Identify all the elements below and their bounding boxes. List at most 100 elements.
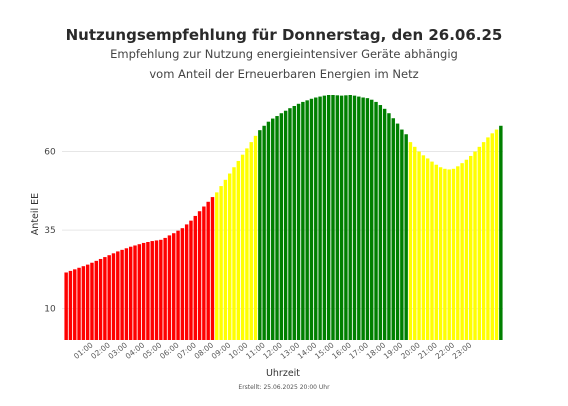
y-axis-ticks: 10 35 60 bbox=[44, 148, 56, 315]
bar bbox=[473, 151, 477, 340]
bar bbox=[219, 186, 223, 340]
bar bbox=[271, 118, 275, 340]
bar bbox=[344, 95, 348, 340]
y-tick-label: 35 bbox=[44, 226, 55, 236]
bar bbox=[494, 129, 499, 340]
bar bbox=[73, 269, 77, 340]
bar bbox=[288, 108, 292, 340]
bar bbox=[421, 155, 426, 340]
bar bbox=[382, 108, 387, 340]
bar bbox=[227, 173, 232, 340]
bar bbox=[318, 96, 322, 340]
bar bbox=[469, 155, 473, 340]
bar bbox=[236, 160, 241, 340]
bar bbox=[499, 125, 503, 340]
bar bbox=[335, 95, 340, 340]
bar bbox=[94, 260, 98, 340]
bar bbox=[98, 258, 103, 340]
bar bbox=[430, 161, 434, 340]
bar bbox=[404, 134, 408, 340]
bar bbox=[296, 103, 301, 340]
y-tick-label: 10 bbox=[44, 305, 56, 315]
bar bbox=[348, 95, 352, 340]
bar bbox=[378, 105, 383, 340]
bar bbox=[176, 230, 180, 340]
bar bbox=[331, 95, 335, 340]
bar bbox=[456, 166, 460, 340]
bar bbox=[408, 142, 413, 340]
bar bbox=[128, 246, 133, 340]
bar bbox=[301, 101, 305, 340]
bar bbox=[447, 169, 451, 340]
bars bbox=[64, 95, 503, 341]
bar bbox=[391, 118, 395, 341]
bar bbox=[387, 113, 391, 340]
bar bbox=[266, 121, 271, 340]
bar bbox=[352, 95, 357, 340]
bar bbox=[451, 168, 456, 340]
bar bbox=[107, 255, 111, 340]
bar bbox=[322, 95, 327, 340]
bar bbox=[438, 167, 443, 340]
chart-subtitle-line-1: Empfehlung zur Nutzung energieintensiver… bbox=[110, 47, 458, 61]
bar bbox=[223, 179, 228, 340]
bar bbox=[141, 242, 146, 340]
bar bbox=[124, 248, 129, 340]
bar bbox=[400, 129, 404, 340]
bar bbox=[249, 142, 253, 340]
bar bbox=[111, 253, 116, 340]
bar bbox=[137, 244, 142, 340]
bar bbox=[395, 123, 400, 340]
bar bbox=[443, 168, 447, 340]
bar bbox=[279, 113, 284, 340]
x-axis-ticks: 01:0002:0003:0004:0005:0006:0007:0008:00… bbox=[72, 340, 473, 361]
bar bbox=[326, 95, 331, 340]
bar bbox=[374, 101, 378, 340]
bar bbox=[486, 137, 490, 340]
bar bbox=[154, 240, 159, 340]
bar bbox=[85, 264, 90, 340]
bar bbox=[81, 266, 86, 340]
bar bbox=[292, 105, 296, 341]
bar bbox=[232, 167, 236, 340]
bar bbox=[305, 100, 309, 340]
bar bbox=[116, 251, 120, 340]
bar bbox=[146, 242, 150, 340]
bar bbox=[189, 220, 193, 340]
x-tick-label: 23:00 bbox=[451, 340, 474, 361]
chart-title: Nutzungsempfehlung für Donnerstag, den 2… bbox=[65, 26, 503, 44]
y-tick-label: 60 bbox=[44, 148, 56, 158]
bar bbox=[64, 272, 68, 340]
bar bbox=[133, 245, 137, 340]
bar bbox=[262, 125, 266, 340]
bar bbox=[365, 98, 370, 340]
bar bbox=[339, 95, 344, 340]
bar bbox=[120, 249, 124, 340]
bar bbox=[253, 135, 258, 340]
bar bbox=[197, 211, 202, 340]
bar bbox=[357, 96, 361, 340]
bar bbox=[309, 98, 314, 341]
bar bbox=[210, 197, 215, 340]
bar bbox=[180, 228, 185, 340]
bar bbox=[413, 146, 417, 340]
bar bbox=[258, 130, 262, 340]
bar bbox=[90, 262, 94, 340]
bar bbox=[275, 116, 279, 340]
bar bbox=[464, 159, 469, 340]
bar bbox=[481, 142, 486, 340]
bar bbox=[314, 97, 318, 340]
bar bbox=[193, 215, 197, 340]
bar bbox=[434, 164, 439, 340]
bar bbox=[159, 239, 163, 340]
bar bbox=[150, 241, 154, 340]
bar bbox=[163, 237, 167, 340]
bar bbox=[77, 267, 81, 340]
bar bbox=[477, 146, 482, 340]
x-axis-title: Uhrzeit bbox=[266, 368, 300, 379]
bar bbox=[361, 97, 365, 340]
bar bbox=[460, 163, 464, 340]
bar bbox=[490, 133, 494, 340]
bar bbox=[206, 201, 210, 340]
